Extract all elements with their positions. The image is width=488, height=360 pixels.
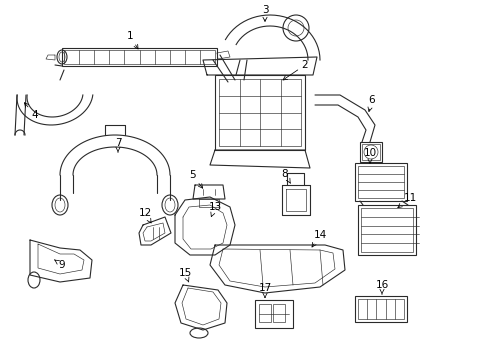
- Text: 8: 8: [281, 169, 290, 183]
- Text: 4: 4: [24, 103, 38, 120]
- Bar: [254, 300, 292, 328]
- Text: 9: 9: [55, 260, 65, 270]
- Text: 13: 13: [208, 202, 221, 217]
- Bar: [354, 296, 406, 322]
- Bar: [357, 205, 415, 255]
- Bar: [62, 48, 217, 66]
- Bar: [354, 163, 406, 201]
- Bar: [219, 79, 301, 146]
- Text: 2: 2: [283, 60, 307, 80]
- Text: 7: 7: [115, 138, 121, 152]
- Bar: [64, 50, 215, 64]
- Text: 11: 11: [397, 193, 416, 208]
- Bar: [259, 304, 270, 322]
- Text: 14: 14: [311, 230, 326, 247]
- Bar: [357, 299, 403, 319]
- Text: 5: 5: [188, 170, 203, 188]
- Bar: [360, 208, 412, 252]
- Text: 12: 12: [138, 208, 151, 223]
- Bar: [357, 166, 403, 198]
- Text: 16: 16: [375, 280, 388, 294]
- Text: 17: 17: [258, 283, 271, 297]
- Text: 1: 1: [126, 31, 138, 49]
- Bar: [272, 304, 285, 322]
- Bar: [361, 144, 379, 160]
- Bar: [359, 142, 381, 162]
- Text: 10: 10: [363, 148, 376, 163]
- Text: 15: 15: [178, 268, 191, 282]
- Bar: [215, 75, 305, 150]
- Text: 3: 3: [261, 5, 268, 21]
- Text: 6: 6: [367, 95, 375, 112]
